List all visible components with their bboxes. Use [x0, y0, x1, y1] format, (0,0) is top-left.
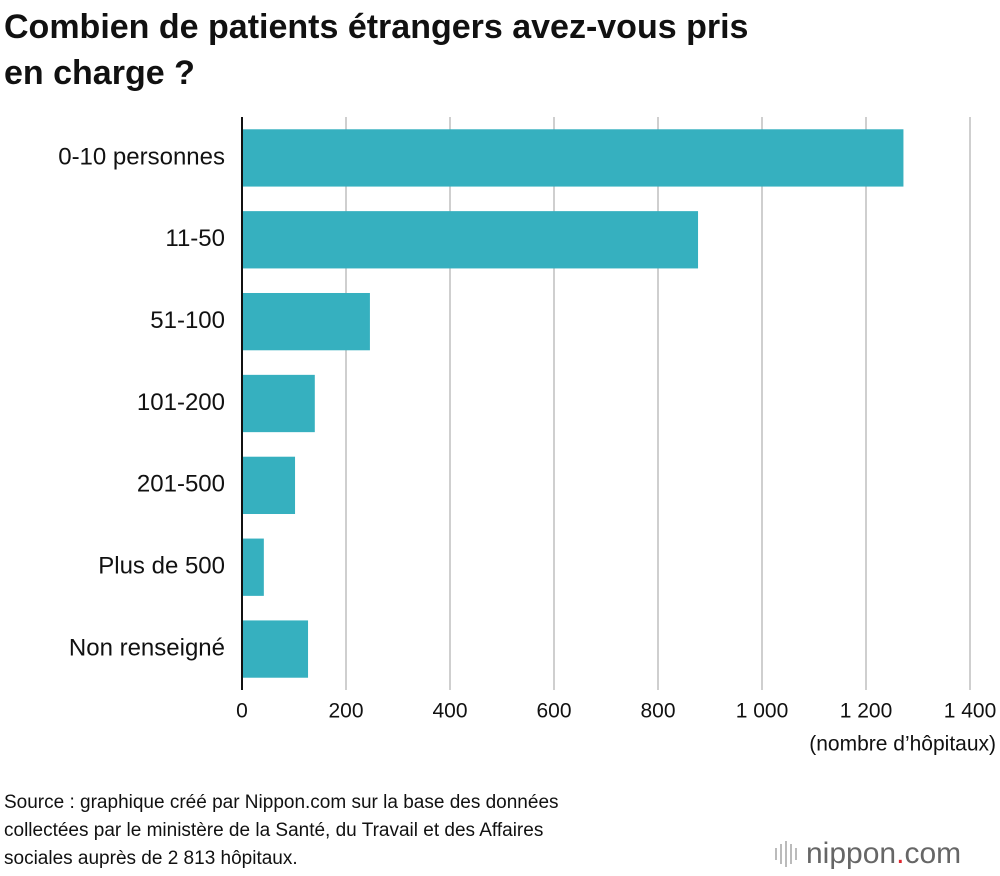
logo-dot: .: [896, 837, 904, 870]
bar: [242, 456, 296, 515]
logo-tld: com: [904, 837, 961, 870]
y-tick-label: 201-500: [137, 471, 225, 498]
logo-icon: [775, 841, 797, 867]
source-note: sociales auprès de 2 813 hôpitaux.: [4, 848, 298, 869]
x-tick-label: 0: [236, 700, 248, 723]
bar: [242, 211, 699, 269]
bar: [242, 538, 264, 596]
chart-title: Combien de patients étrangers avez-vous …: [4, 8, 748, 46]
bar: [242, 620, 309, 678]
logo-name: nippon: [806, 837, 896, 870]
source-note: collectées par le ministère de la Santé,…: [4, 820, 543, 841]
y-tick-label: Non renseigné: [69, 634, 225, 661]
bar: [242, 129, 904, 187]
x-tick-label: 400: [432, 700, 467, 723]
source-note: Source : graphique créé par Nippon.com s…: [4, 792, 559, 813]
chart-title: en charge ?: [4, 54, 195, 92]
y-tick-label: Plus de 500: [98, 553, 225, 580]
x-axis-label: (nombre d’hôpitaux): [809, 733, 996, 756]
y-tick-label: 0-10 personnes: [58, 143, 225, 170]
y-tick-label: 51-100: [150, 307, 225, 334]
logo: nippon.com: [806, 837, 961, 870]
x-tick-label: 600: [536, 700, 571, 723]
x-tick-label: 800: [640, 700, 675, 723]
bar: [242, 292, 370, 351]
x-tick-label: 1 400: [944, 700, 997, 723]
x-tick-label: 1 200: [840, 700, 893, 723]
y-tick-label: 101-200: [137, 389, 225, 416]
x-tick-label: 1 000: [736, 700, 789, 723]
bar: [242, 374, 315, 433]
y-tick-label: 11-50: [165, 225, 225, 252]
x-tick-label: 200: [328, 700, 363, 723]
